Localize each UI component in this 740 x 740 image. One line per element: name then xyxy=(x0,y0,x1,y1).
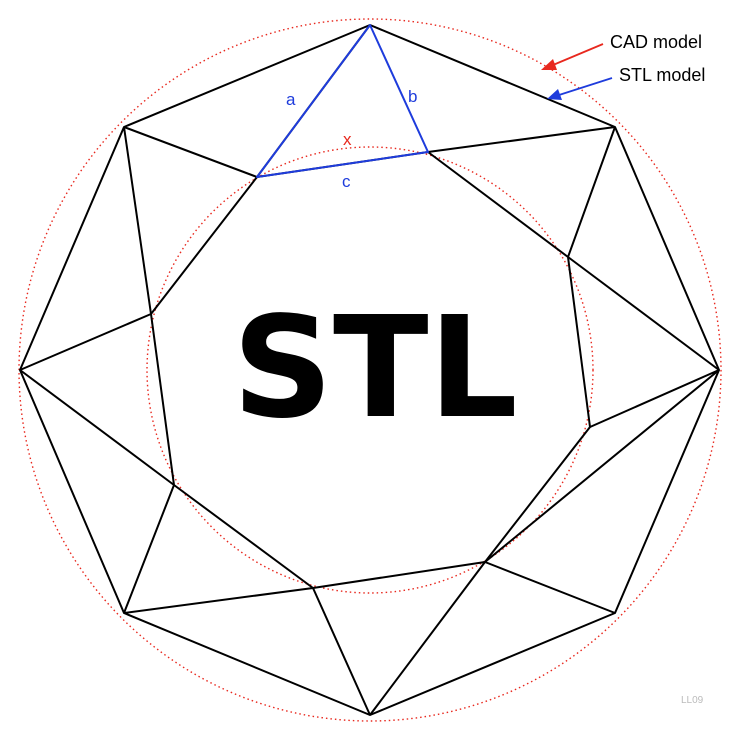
chord-gap-label-x: x xyxy=(343,130,352,149)
cad-arrow-icon xyxy=(541,59,557,70)
stl-arrow-icon xyxy=(547,89,562,100)
cad-inner-circle xyxy=(146,146,594,594)
edge-label-b: b xyxy=(408,87,417,106)
legend-cad-label: CAD model xyxy=(610,32,702,52)
stl-mesh xyxy=(19,24,720,716)
diagram-title: STL xyxy=(232,287,518,450)
edge-label-a: a xyxy=(286,90,296,109)
legend-stl-label: STL model xyxy=(619,65,705,85)
cad-model-pointer xyxy=(541,43,604,70)
cad-outer-circle xyxy=(18,18,722,722)
stl-facet-triangle xyxy=(256,24,429,178)
edge-label-c: c xyxy=(342,172,351,191)
watermark: LL09 xyxy=(681,695,704,706)
stl-model-pointer xyxy=(547,77,613,100)
